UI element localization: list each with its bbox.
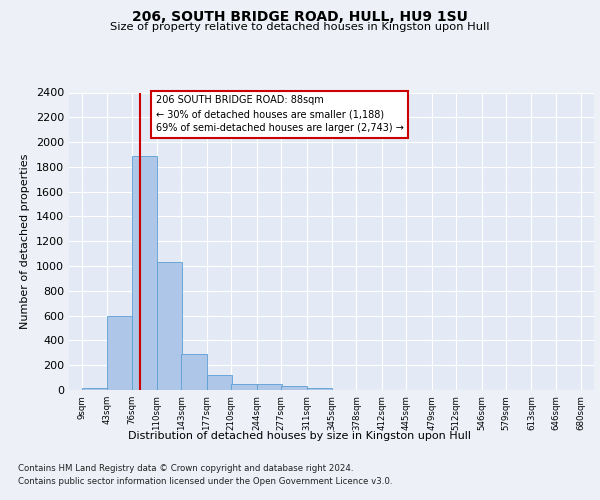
Bar [281, 386, 307, 390]
Text: Size of property relative to detached houses in Kingston upon Hull: Size of property relative to detached ho… [110, 22, 490, 32]
Bar [131, 156, 157, 390]
Text: Contains HM Land Registry data © Crown copyright and database right 2024.: Contains HM Land Registry data © Crown c… [18, 464, 353, 473]
Text: Distribution of detached houses by size in Kingston upon Hull: Distribution of detached houses by size … [128, 431, 472, 441]
Bar [157, 262, 182, 390]
Bar [82, 388, 107, 390]
Text: Contains public sector information licensed under the Open Government Licence v3: Contains public sector information licen… [18, 478, 392, 486]
Bar [307, 388, 332, 390]
Y-axis label: Number of detached properties: Number of detached properties [20, 154, 31, 329]
Text: 206 SOUTH BRIDGE ROAD: 88sqm
← 30% of detached houses are smaller (1,188)
69% of: 206 SOUTH BRIDGE ROAD: 88sqm ← 30% of de… [155, 96, 404, 134]
Bar [107, 316, 132, 390]
Bar [257, 384, 282, 390]
Bar [207, 375, 232, 390]
Bar [181, 354, 207, 390]
Bar [232, 384, 257, 390]
Text: 206, SOUTH BRIDGE ROAD, HULL, HU9 1SU: 206, SOUTH BRIDGE ROAD, HULL, HU9 1SU [132, 10, 468, 24]
